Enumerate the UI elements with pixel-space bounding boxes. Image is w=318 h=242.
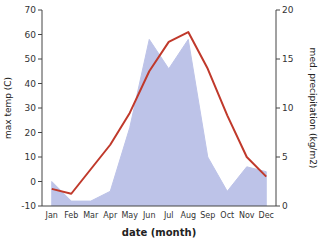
x-tick-label: Sep: [200, 211, 215, 220]
y-tick: [38, 157, 42, 158]
y-tick: [38, 108, 42, 109]
x-tick-label: Dec: [259, 211, 274, 220]
y-tick-label: 20: [25, 128, 37, 138]
y2-tick-label: 20: [282, 5, 294, 15]
y-tick: [38, 181, 42, 182]
y2-tick-label: 15: [282, 54, 293, 64]
y-tick-label: 70: [25, 5, 37, 15]
y2-tick-label: 0: [282, 201, 288, 211]
y-axis-label: max temp (C): [3, 77, 13, 139]
y2-tick: [276, 206, 280, 207]
y-tick: [38, 59, 42, 60]
x-tick-label: Aug: [180, 211, 196, 220]
chart: -10 0 10 20 30 40 50 60 70 0 5 10 15 20 Jan Feb Mar AprMa…: [0, 0, 318, 242]
x-tick-label: Feb: [64, 211, 78, 220]
x-tick-label: May: [121, 211, 138, 220]
y2-tick-label: 10: [282, 103, 294, 113]
x-axis-label: date (month): [122, 227, 196, 238]
plot-area: [52, 32, 267, 206]
x-tick-label: Mar: [83, 211, 99, 220]
y-tick: [38, 10, 42, 11]
y-tick-label: 10: [25, 152, 37, 162]
y-tick-label: 60: [25, 30, 37, 40]
y-tick: [38, 132, 42, 133]
x-axis-line: [42, 206, 276, 207]
y-tick-label: -10: [21, 201, 36, 211]
y-tick-label: 0: [30, 177, 36, 187]
y-tick: [38, 83, 42, 84]
y-tick-label: 30: [25, 103, 37, 113]
y-tick-label: 50: [25, 54, 37, 64]
x-tick-label: Jul: [163, 211, 174, 220]
x-tick-label: Nov: [239, 211, 255, 220]
x-tick-label: Jan: [45, 211, 58, 220]
x-tick-label: Jun: [142, 211, 156, 220]
y2-tick: [276, 10, 280, 11]
y-tick-label: 40: [25, 79, 37, 89]
y2-tick: [276, 157, 280, 158]
y-tick: [38, 34, 42, 35]
temp-line: [52, 32, 267, 194]
precip-area: [52, 39, 267, 206]
x-tick-label: Apr: [103, 211, 118, 220]
x-tick-label: Oct: [220, 211, 234, 220]
y2-tick: [276, 108, 280, 109]
y2-tick-label: 5: [282, 152, 288, 162]
y2-tick: [276, 59, 280, 60]
y-tick: [38, 206, 42, 207]
y2-axis-label: med. precipitation (kg/m2): [308, 48, 318, 169]
